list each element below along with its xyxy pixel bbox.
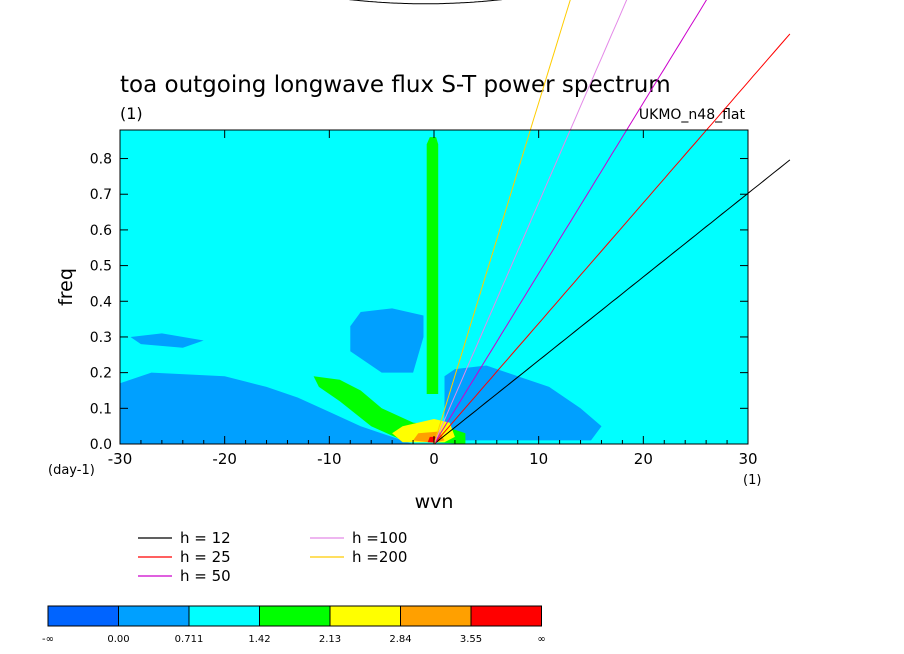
y-tick-label-6: 0.6: [90, 223, 112, 239]
colorbar-label-6: 2.84: [389, 634, 411, 645]
axes: -30 -20 -10 0 10 20 30 0.0 0.1 0.2 0.3 0.4 0.5 0.6 0.7…: [90, 130, 758, 468]
colorbar-cell-1: [47, 605, 119, 627]
series-1: [348, 0, 791, 444]
y-tick-label-7: 0.7: [90, 187, 112, 203]
colorbar-label-3: 0.711: [175, 634, 204, 645]
y-tick-label-8: 0.8: [90, 152, 112, 168]
series-3: [433, 0, 708, 444]
contour-region-5: [426, 137, 439, 394]
y-axis-label: freq: [55, 268, 77, 306]
y-tick-label-1: 0.1: [90, 401, 112, 417]
series-2-kelvin: [433, 33, 791, 444]
series-1-kelvin: [433, 159, 791, 444]
x-tick-label-3: 0: [429, 450, 439, 468]
colorbar-cell-4: [259, 605, 331, 627]
colorbar-cell-3: [188, 605, 260, 627]
series-5-kelvin: [433, 0, 571, 444]
y-unit-label: (day-1): [48, 463, 95, 478]
colorbar-cell-7: [470, 605, 542, 627]
series-4: [433, 0, 628, 444]
series-5: [433, 0, 571, 444]
legend-label-1: h = 12: [180, 529, 231, 547]
model-label: UKMO_n48_flat: [639, 107, 746, 123]
x-tick-label-1: -20: [212, 450, 237, 468]
colorbar-label-1: -∞: [42, 634, 54, 645]
colorbar-label-4: 1.42: [248, 634, 270, 645]
contour-regions: [120, 137, 602, 444]
colorbar-cell-6: [400, 605, 472, 627]
series-1-line: [348, 0, 503, 5]
x-tick-label-4: 10: [529, 450, 548, 468]
unit-label: (1): [120, 104, 143, 123]
dispersion-curves: [348, 0, 791, 444]
colorbar-label-7: 3.55: [460, 634, 482, 645]
legend-label-3: h = 50: [180, 567, 231, 585]
x-tick-label-2: -10: [317, 450, 342, 468]
x-axis-label: wvn: [415, 491, 454, 513]
colorbar: -∞ 0.00 0.711 1.42 2.13 2.84 3.55 ∞: [42, 605, 546, 645]
colorbar-label-8: ∞: [537, 634, 545, 645]
y-tick-label-4: 0.4: [90, 294, 112, 310]
x-tick-label-5: 20: [634, 450, 653, 468]
colorbar-cell-2: [118, 605, 190, 627]
colorbar-label-5: 2.13: [319, 634, 341, 645]
chart-title: toa outgoing longwave flux S-T power spe…: [120, 72, 671, 98]
series-3-kelvin: [433, 0, 708, 444]
contour-region-2: [444, 365, 602, 441]
y-tick-label-0: 0.0: [90, 437, 112, 453]
series-4-kelvin: [433, 0, 628, 444]
y-tick-label-2: 0.2: [90, 366, 112, 382]
legend-label-2: h = 25: [180, 548, 231, 566]
colorbar-cell-5: [329, 605, 401, 627]
x-unit-label: (1): [743, 473, 761, 488]
x-tick-label-0: -30: [108, 450, 133, 468]
legend-label-5: h =200: [352, 548, 407, 566]
legend-label-4: h =100: [352, 529, 407, 547]
x-tick-label-6: 30: [738, 450, 757, 468]
y-tick-label-3: 0.3: [90, 330, 112, 346]
series-2: [433, 33, 791, 444]
contour-region-4: [130, 333, 204, 348]
contour-region-1: [120, 372, 414, 444]
y-tick-label-5: 0.5: [90, 259, 112, 275]
contour-region-3: [350, 308, 424, 373]
colorbar-label-2: 0.00: [107, 634, 129, 645]
